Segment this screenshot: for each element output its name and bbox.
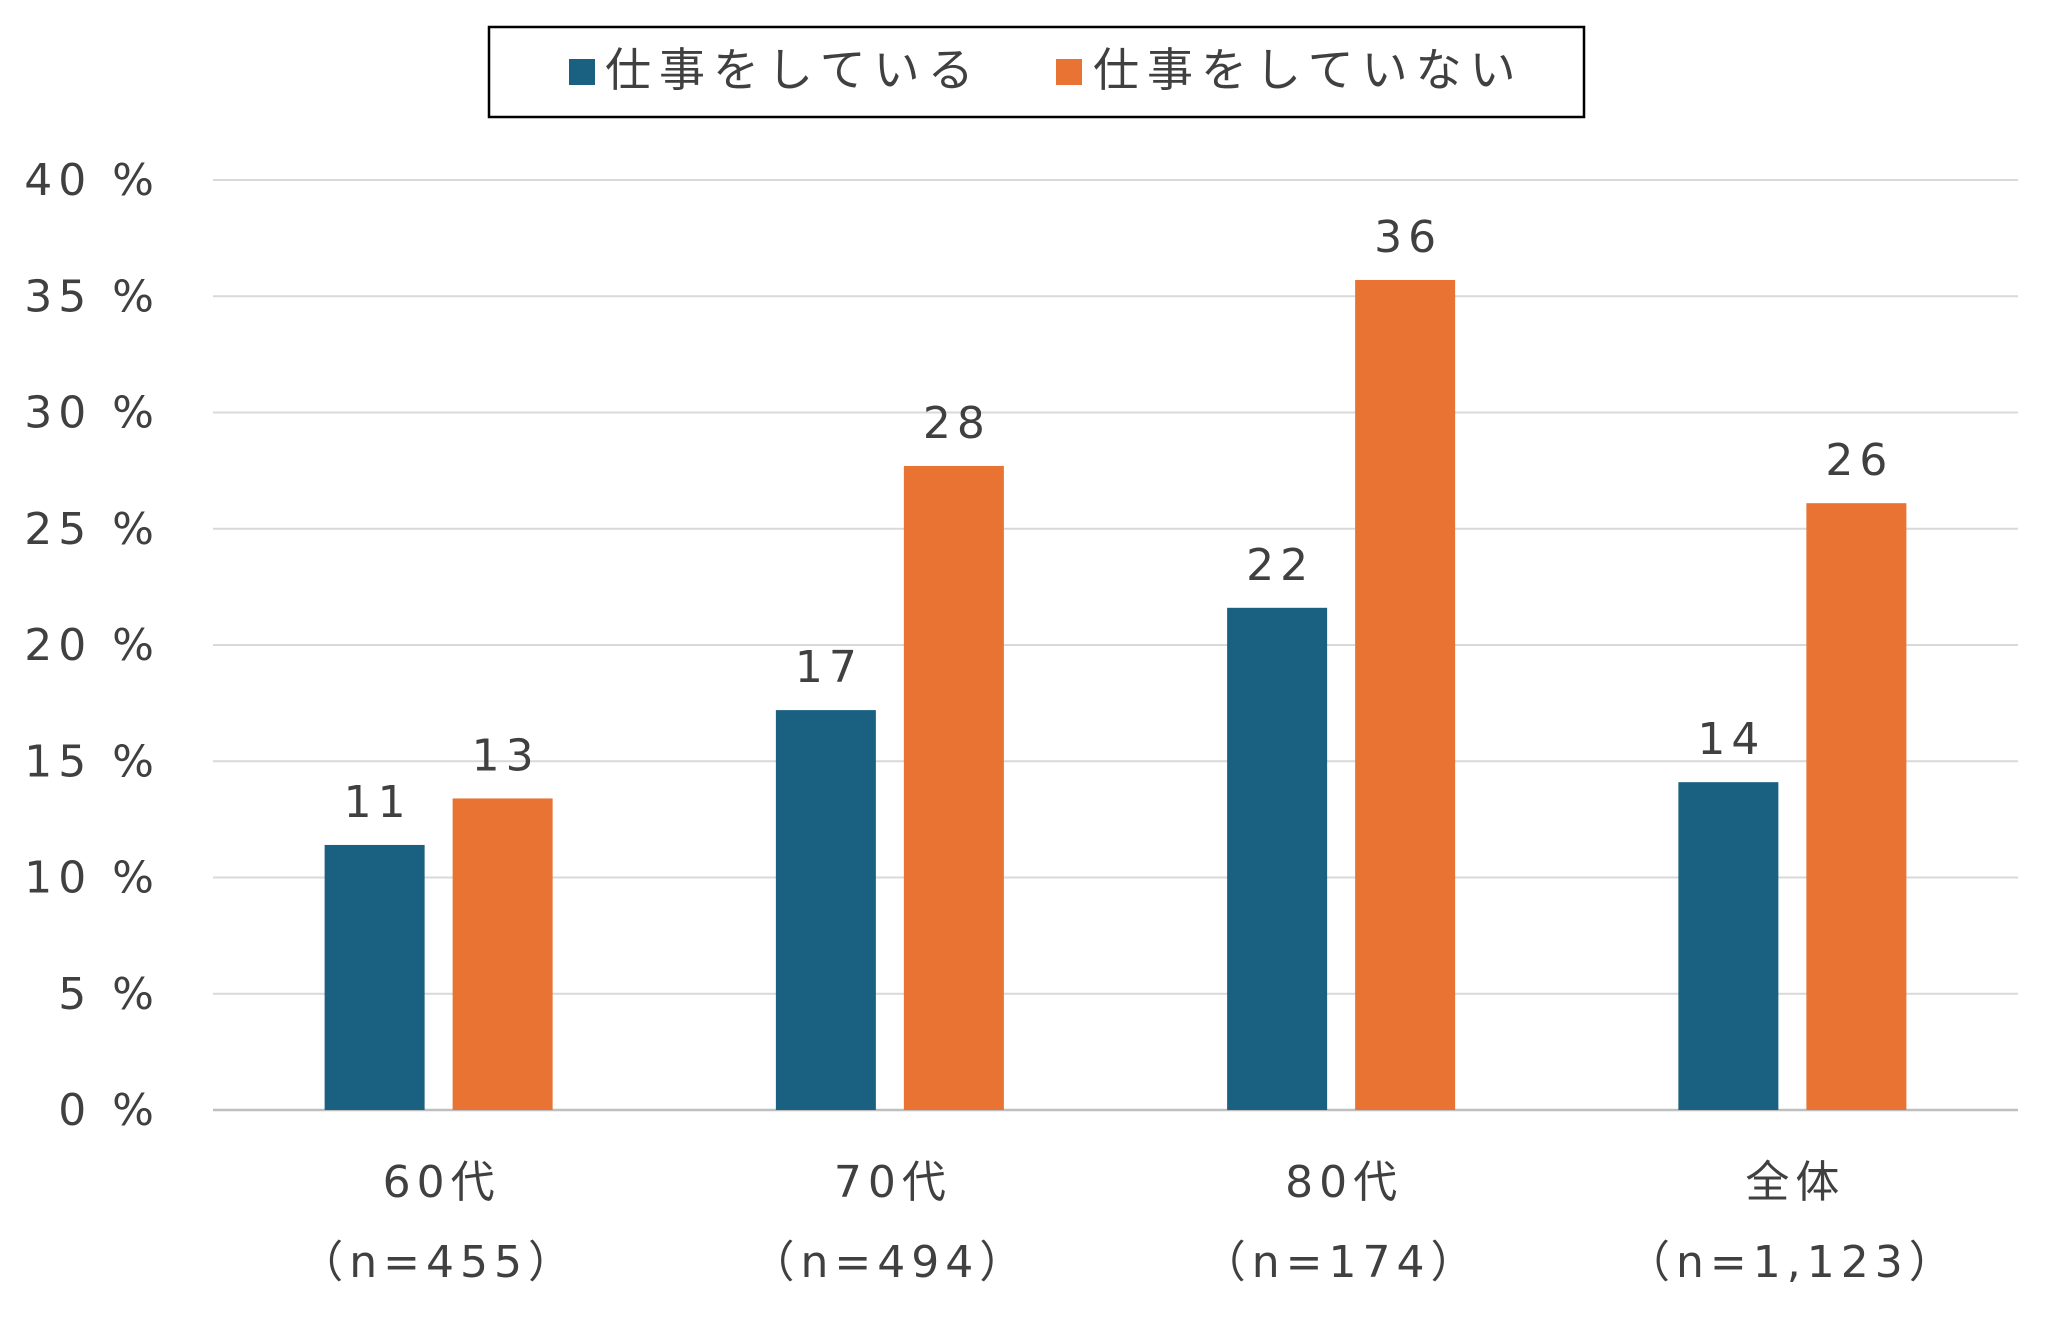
legend-swatch (569, 59, 595, 85)
y-axis-tick-labels: 0 % 5 % 10 % 15 % 20 % 25 % 30 % 35 % 40 % (24, 155, 160, 1136)
x-category-sample-size: （n=455） (299, 1237, 578, 1288)
bars (324, 279, 1907, 1111)
y-tick-label: 15 % (24, 736, 160, 787)
legend-label: 仕事をしていない (1093, 43, 1524, 97)
data-label: 36 (1374, 212, 1442, 263)
y-tick-label: 40 % (24, 155, 160, 206)
data-label: 13 (472, 730, 540, 781)
bar-not-working-1 (903, 465, 1004, 1111)
bar-not-working-3 (1806, 503, 1907, 1110)
x-category-sample-size: （n=1,123） (1626, 1237, 1959, 1288)
bar-working-3 (1678, 782, 1779, 1110)
data-label: 26 (1825, 435, 1893, 486)
x-category-label: 60代 (383, 1157, 501, 1208)
bar-not-working-2 (1355, 279, 1456, 1111)
legend-label: 仕事をしている (605, 43, 982, 97)
legend-box (487, 25, 1586, 119)
legend-swatch (1056, 59, 1082, 85)
legend: 仕事をしている 仕事をしていない (487, 25, 1586, 119)
bar-working-0 (324, 844, 425, 1110)
y-tick-label: 0 % (58, 1085, 160, 1136)
x-category-label: 70代 (834, 1157, 952, 1208)
data-labels: 11 13 17 28 22 36 14 26 (344, 212, 1893, 828)
y-tick-label: 10 % (24, 853, 160, 904)
y-tick-label: 30 % (24, 388, 160, 439)
x-axis-category-labels: 60代 （n=455） 70代 （n=494） 80代 （n=174） 全体 （n=1,123… (299, 1157, 1959, 1288)
x-category-sample-size: （n=494） (751, 1237, 1030, 1288)
data-label: 14 (1697, 714, 1765, 765)
data-label: 17 (795, 642, 863, 693)
bar-working-1 (775, 710, 876, 1110)
y-tick-label: 25 % (24, 504, 160, 555)
data-label: 28 (923, 398, 991, 449)
data-label: 22 (1246, 540, 1314, 591)
x-category-label: 80代 (1285, 1157, 1403, 1208)
bar-working-2 (1227, 607, 1328, 1110)
y-tick-label: 5 % (58, 969, 160, 1020)
y-tick-label: 20 % (24, 620, 160, 671)
x-category-sample-size: （n=174） (1202, 1237, 1481, 1288)
bar-not-working-0 (452, 798, 553, 1110)
x-category-label: 全体 (1745, 1157, 1845, 1208)
y-tick-label: 35 % (24, 271, 160, 322)
data-label: 11 (344, 777, 412, 828)
